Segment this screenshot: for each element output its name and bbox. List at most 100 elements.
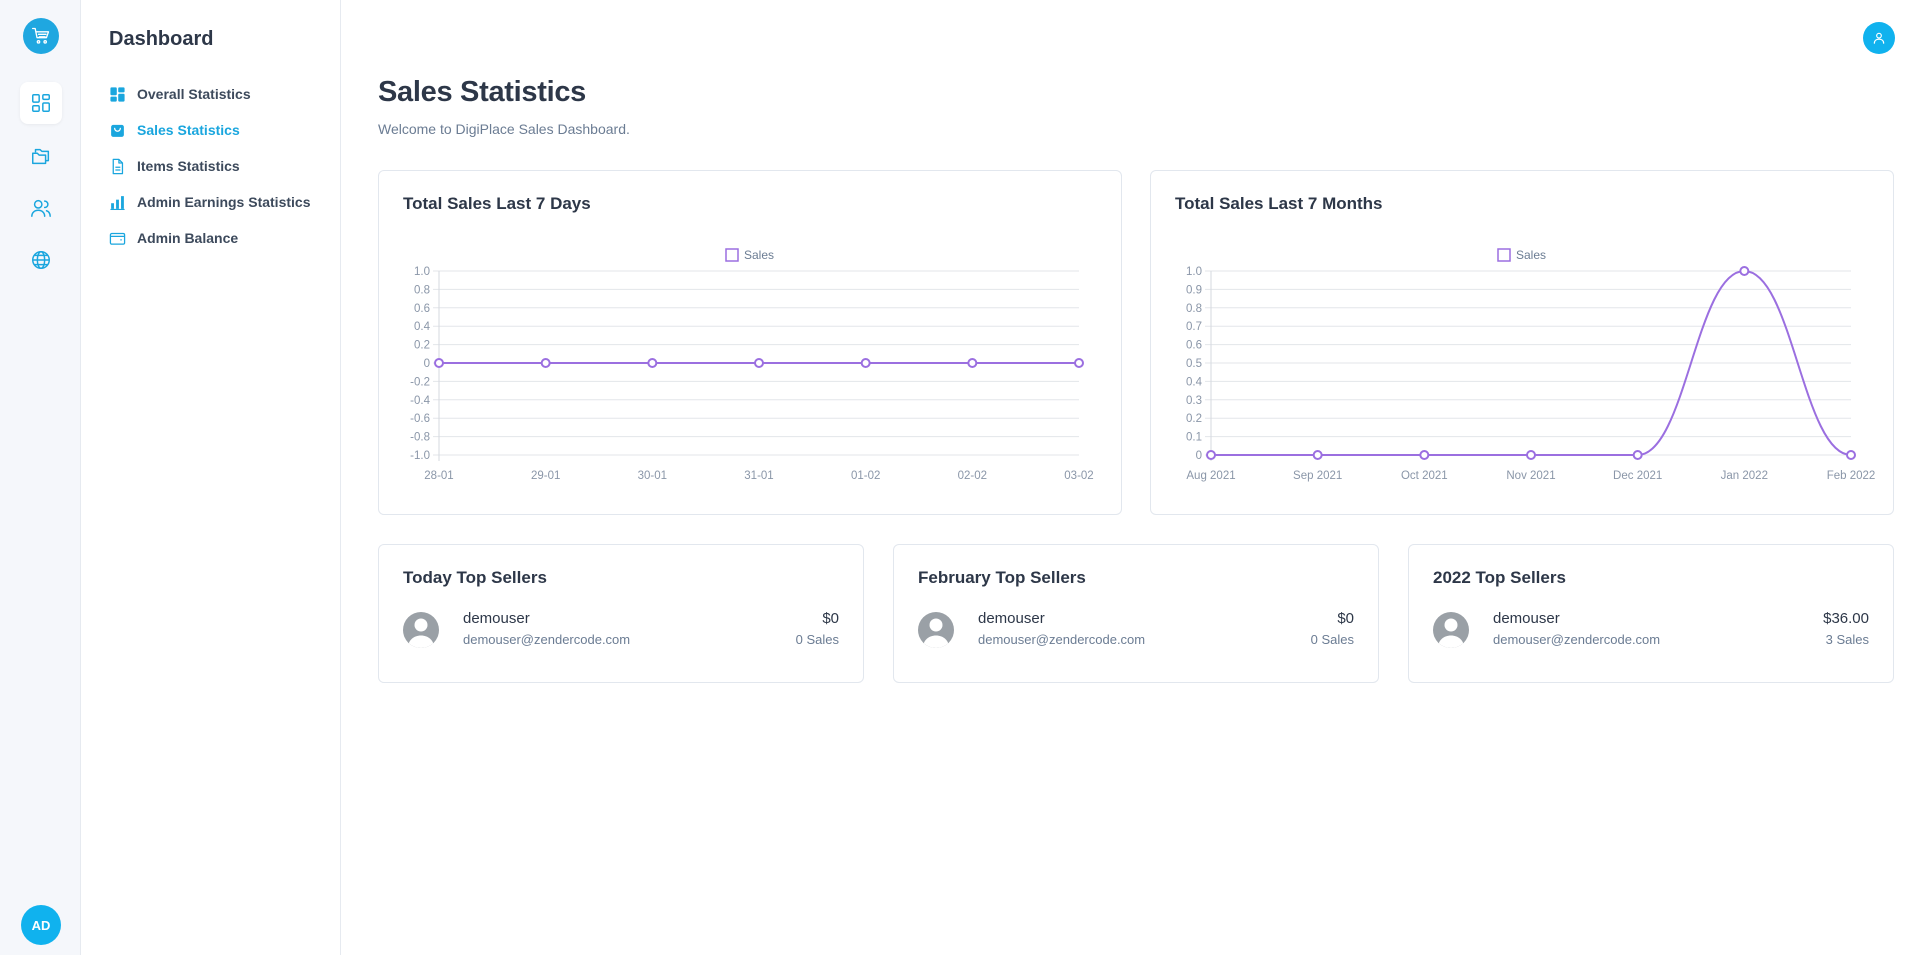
y-tick-label: 0.4	[414, 321, 431, 333]
seller-amount: $36.00	[1823, 610, 1869, 627]
user-avatar[interactable]: AD	[21, 905, 61, 945]
menu-item-overall-statistics[interactable]: Overall Statistics	[109, 84, 251, 104]
menu-item-label: Sales Statistics	[137, 122, 240, 138]
legend-swatch	[725, 248, 739, 262]
y-tick-label: -1.0	[410, 450, 430, 462]
chart-legend: Sales	[725, 248, 774, 262]
y-tick-label: 0.8	[1186, 303, 1202, 315]
card-title: 2022 Top Sellers	[1433, 568, 1566, 587]
series-line-sales	[1211, 269, 1852, 456]
y-tick-label: 1.0	[1186, 266, 1202, 278]
y-tick-label: -0.6	[410, 413, 430, 425]
data-point	[1312, 450, 1323, 460]
x-tick-label: Oct 2021	[1401, 470, 1448, 482]
bar-chart-icon	[110, 195, 125, 210]
seller-avatar	[1433, 612, 1469, 648]
x-tick-label: 28-01	[424, 470, 453, 482]
user-icon	[1873, 32, 1885, 44]
bag-icon	[111, 124, 124, 137]
cart-icon[interactable]	[23, 18, 59, 54]
grid-icon	[110, 86, 125, 102]
y-tick-label: -0.4	[410, 395, 430, 407]
seller-avatar	[403, 612, 439, 648]
legend-swatch	[1497, 248, 1511, 262]
sales-7-days-chart: Sales 1.0 0.8 0.6 0.4 0.2 0 -0.2 -0.4 -0.6 -0.8 -1.…	[410, 248, 1094, 482]
x-tick-label: Nov 2021	[1506, 470, 1555, 482]
sales-7-days-card: Total Sales Last 7 Days Sales 1.0 0.8 0.6 0.…	[378, 170, 1122, 515]
menu-item-admin-balance[interactable]: Admin Balance	[109, 228, 238, 248]
seller-avatar	[918, 612, 954, 648]
seller-sales-count: 0 Sales	[795, 632, 839, 647]
y-tick-label: 1.0	[414, 266, 430, 278]
page-title: Sales Statistics	[378, 76, 586, 108]
x-tick-label: 03-02	[1064, 470, 1093, 482]
menu-item-admin-earnings-statistics[interactable]: Admin Earnings Statistics	[109, 192, 310, 212]
menu-item-items-statistics[interactable]: Items Statistics	[109, 156, 240, 176]
card-title: February Top Sellers	[918, 568, 1086, 587]
card-title: Total Sales Last 7 Days	[403, 194, 591, 213]
x-tick-label: Aug 2021	[1186, 470, 1235, 482]
year-top-sellers-card: 2022 Top Sellers demouser demouser@zende…	[1408, 544, 1894, 683]
card-title: Total Sales Last 7 Months	[1175, 194, 1383, 213]
menu-item-sales-statistics[interactable]: Sales Statistics	[109, 120, 240, 140]
folders-icon[interactable]	[20, 135, 62, 177]
legend-label: Sales	[1516, 248, 1546, 262]
y-tick-label: 0.6	[1186, 340, 1202, 352]
y-tick-label: 0.5	[1186, 358, 1202, 370]
y-tick-label: 0.2	[1186, 413, 1202, 425]
dashboard-icon[interactable]	[20, 82, 62, 124]
data-point	[434, 358, 444, 368]
y-tick-label: 0	[1196, 450, 1202, 462]
data-point	[1419, 450, 1430, 460]
data-point	[1526, 450, 1536, 460]
icon-rail: AD	[0, 0, 81, 955]
seller-sales-count: 3 Sales	[1825, 632, 1869, 647]
seller-amount: $0	[822, 610, 839, 627]
page-subtitle: Welcome to DigiPlace Sales Dashboard.	[378, 121, 630, 137]
data-point	[1632, 450, 1643, 460]
chart-legend: Sales	[1497, 248, 1546, 262]
menu-item-label: Admin Balance	[137, 230, 239, 246]
side-menu: Dashboard Overall Statistics Sales Stati…	[81, 0, 341, 955]
data-point	[754, 358, 764, 368]
data-point	[540, 358, 551, 368]
data-point	[1206, 450, 1216, 460]
x-tick-label: Sep 2021	[1293, 470, 1342, 482]
seller-name[interactable]: demouser	[1493, 610, 1560, 627]
x-tick-label: 02-02	[958, 470, 987, 482]
x-tick-label: 29-01	[531, 470, 560, 482]
users-icon[interactable]	[20, 187, 62, 229]
sales-7-months-card: Total Sales Last 7 Months Sales 1.0 0.9 0.8…	[1150, 170, 1894, 515]
x-tick-label: 30-01	[638, 470, 667, 482]
seller-name[interactable]: demouser	[978, 610, 1045, 627]
x-tick-label: Feb 2022	[1827, 470, 1876, 482]
y-tick-label: 0	[424, 358, 430, 370]
globe-icon[interactable]	[20, 239, 62, 281]
legend-label: Sales	[744, 248, 774, 262]
seller-email: demouser@zendercode.com	[463, 632, 631, 647]
sales-7-months-chart: Sales 1.0 0.9 0.8 0.7 0.6 0.5 0.4 0.3 0.2 0.1 0 Aug …	[1186, 248, 1876, 482]
data-point	[860, 358, 871, 368]
data-point	[647, 358, 658, 368]
data-point	[967, 358, 978, 368]
card-title: Today Top Sellers	[403, 568, 547, 587]
x-tick-label: Jan 2022	[1721, 470, 1768, 482]
seller-email: demouser@zendercode.com	[978, 632, 1146, 647]
y-tick-label: 0.6	[414, 303, 430, 315]
data-point	[1846, 450, 1856, 460]
data-point	[1074, 358, 1084, 368]
x-tick-label: Dec 2021	[1613, 470, 1662, 482]
y-tick-label: 0.2	[414, 340, 430, 352]
seller-name[interactable]: demouser	[463, 610, 530, 627]
y-tick-label: 0.9	[1186, 284, 1202, 296]
wallet-icon	[109, 232, 126, 245]
x-tick-label: 01-02	[851, 470, 880, 482]
seller-sales-count: 0 Sales	[1310, 632, 1354, 647]
menu-item-label: Overall Statistics	[137, 86, 251, 102]
y-tick-label: -0.8	[410, 432, 430, 444]
y-tick-label: 0.8	[414, 284, 430, 296]
menu-item-label: Admin Earnings Statistics	[137, 194, 311, 210]
account-button[interactable]	[1863, 22, 1895, 54]
y-tick-label: -0.2	[410, 376, 430, 388]
february-top-sellers-card: February Top Sellers demouser demouser@z…	[893, 544, 1379, 683]
